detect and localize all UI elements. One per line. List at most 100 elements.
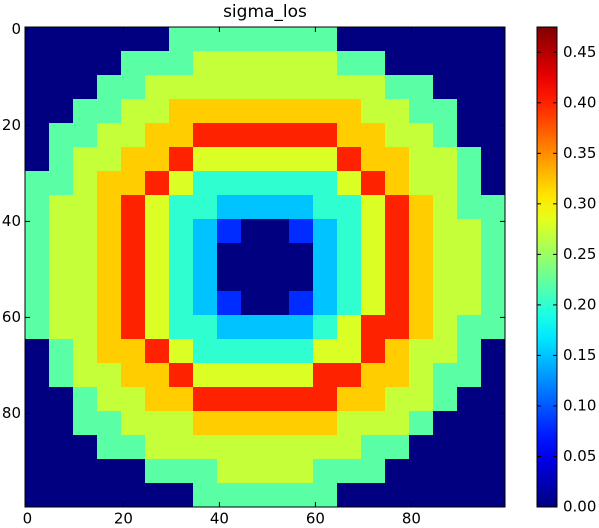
heat-cell [289, 123, 314, 148]
heat-cell [241, 483, 266, 508]
heat-cell [289, 27, 314, 52]
heat-cell [481, 411, 506, 436]
heat-cell [385, 51, 410, 76]
heat-cell [265, 435, 290, 460]
heat-cell [217, 267, 242, 292]
heat-cell [433, 387, 458, 412]
x-tick-label: 40 [210, 510, 229, 525]
heat-cell [457, 99, 482, 124]
heat-cell [337, 435, 362, 460]
heat-cell [121, 435, 146, 460]
heat-cell [193, 387, 218, 412]
heat-cell [25, 387, 50, 412]
heat-cell [49, 267, 74, 292]
heat-cell [361, 411, 386, 436]
heat-cell [217, 387, 242, 412]
heat-cell [193, 27, 218, 52]
heat-cell [193, 267, 218, 292]
heat-cell [385, 459, 410, 484]
heat-cell [265, 459, 290, 484]
x-tick-label: 80 [402, 510, 421, 525]
heat-cell [313, 171, 338, 196]
heat-cell [49, 363, 74, 388]
heat-cell [121, 171, 146, 196]
heat-cell [73, 27, 98, 52]
heat-cell [121, 483, 146, 508]
heat-cell [385, 27, 410, 52]
heat-cell [97, 219, 122, 244]
heat-cell [313, 195, 338, 220]
heat-cell [361, 243, 386, 268]
heat-cell [361, 459, 386, 484]
heat-cell [241, 459, 266, 484]
heat-cell [145, 195, 170, 220]
heat-cell [313, 243, 338, 268]
heat-cell [193, 483, 218, 508]
heat-cell [217, 411, 242, 436]
heat-cell [337, 291, 362, 316]
colorbar [536, 26, 558, 508]
heat-cell [97, 291, 122, 316]
heat-cell [145, 459, 170, 484]
heat-cell [73, 75, 98, 100]
heat-cell [97, 435, 122, 460]
heat-cell [433, 27, 458, 52]
heat-cell [385, 363, 410, 388]
heat-cell [265, 291, 290, 316]
heat-cell [313, 51, 338, 76]
heat-cell [241, 27, 266, 52]
heat-cell [385, 75, 410, 100]
heat-cell [121, 51, 146, 76]
heat-cell [457, 195, 482, 220]
plot-frame [24, 26, 506, 508]
heat-cell [121, 219, 146, 244]
heat-cell [145, 123, 170, 148]
colorbar-tick-label: 0.35 [563, 144, 596, 162]
heat-cell [49, 99, 74, 124]
heat-cell [289, 339, 314, 364]
heat-cell [241, 435, 266, 460]
colorbar-tick-label: 0.25 [563, 245, 596, 263]
heat-cell [409, 171, 434, 196]
heat-cell [457, 51, 482, 76]
heat-cell [97, 267, 122, 292]
heat-cell [217, 123, 242, 148]
heat-cell [169, 363, 194, 388]
heat-cell [385, 171, 410, 196]
heat-cell [313, 339, 338, 364]
chart-title: sigma_los [223, 2, 307, 22]
heat-cell [385, 99, 410, 124]
heat-cell [169, 483, 194, 508]
heat-cell [121, 363, 146, 388]
heat-cell [409, 27, 434, 52]
heat-cell [25, 75, 50, 100]
heat-cell [337, 75, 362, 100]
heat-cell [361, 291, 386, 316]
heat-cell [121, 99, 146, 124]
heat-cell [49, 243, 74, 268]
heat-cell [241, 123, 266, 148]
heat-cell [97, 27, 122, 52]
heat-cell [361, 435, 386, 460]
heat-cell [121, 147, 146, 172]
heat-cell [289, 315, 314, 340]
heat-cell [337, 27, 362, 52]
heat-cell [121, 123, 146, 148]
heat-cell [25, 51, 50, 76]
heat-cell [193, 75, 218, 100]
heat-cell [385, 435, 410, 460]
heat-cell [433, 435, 458, 460]
heat-cell [289, 147, 314, 172]
heat-cell [265, 51, 290, 76]
heat-cell [337, 171, 362, 196]
heat-cell [457, 243, 482, 268]
heat-cell [97, 147, 122, 172]
heat-cell [313, 387, 338, 412]
heat-cell [409, 459, 434, 484]
heat-cell [193, 291, 218, 316]
heat-cell [433, 267, 458, 292]
heat-cell [241, 99, 266, 124]
heat-cell [97, 75, 122, 100]
heat-cell [265, 75, 290, 100]
